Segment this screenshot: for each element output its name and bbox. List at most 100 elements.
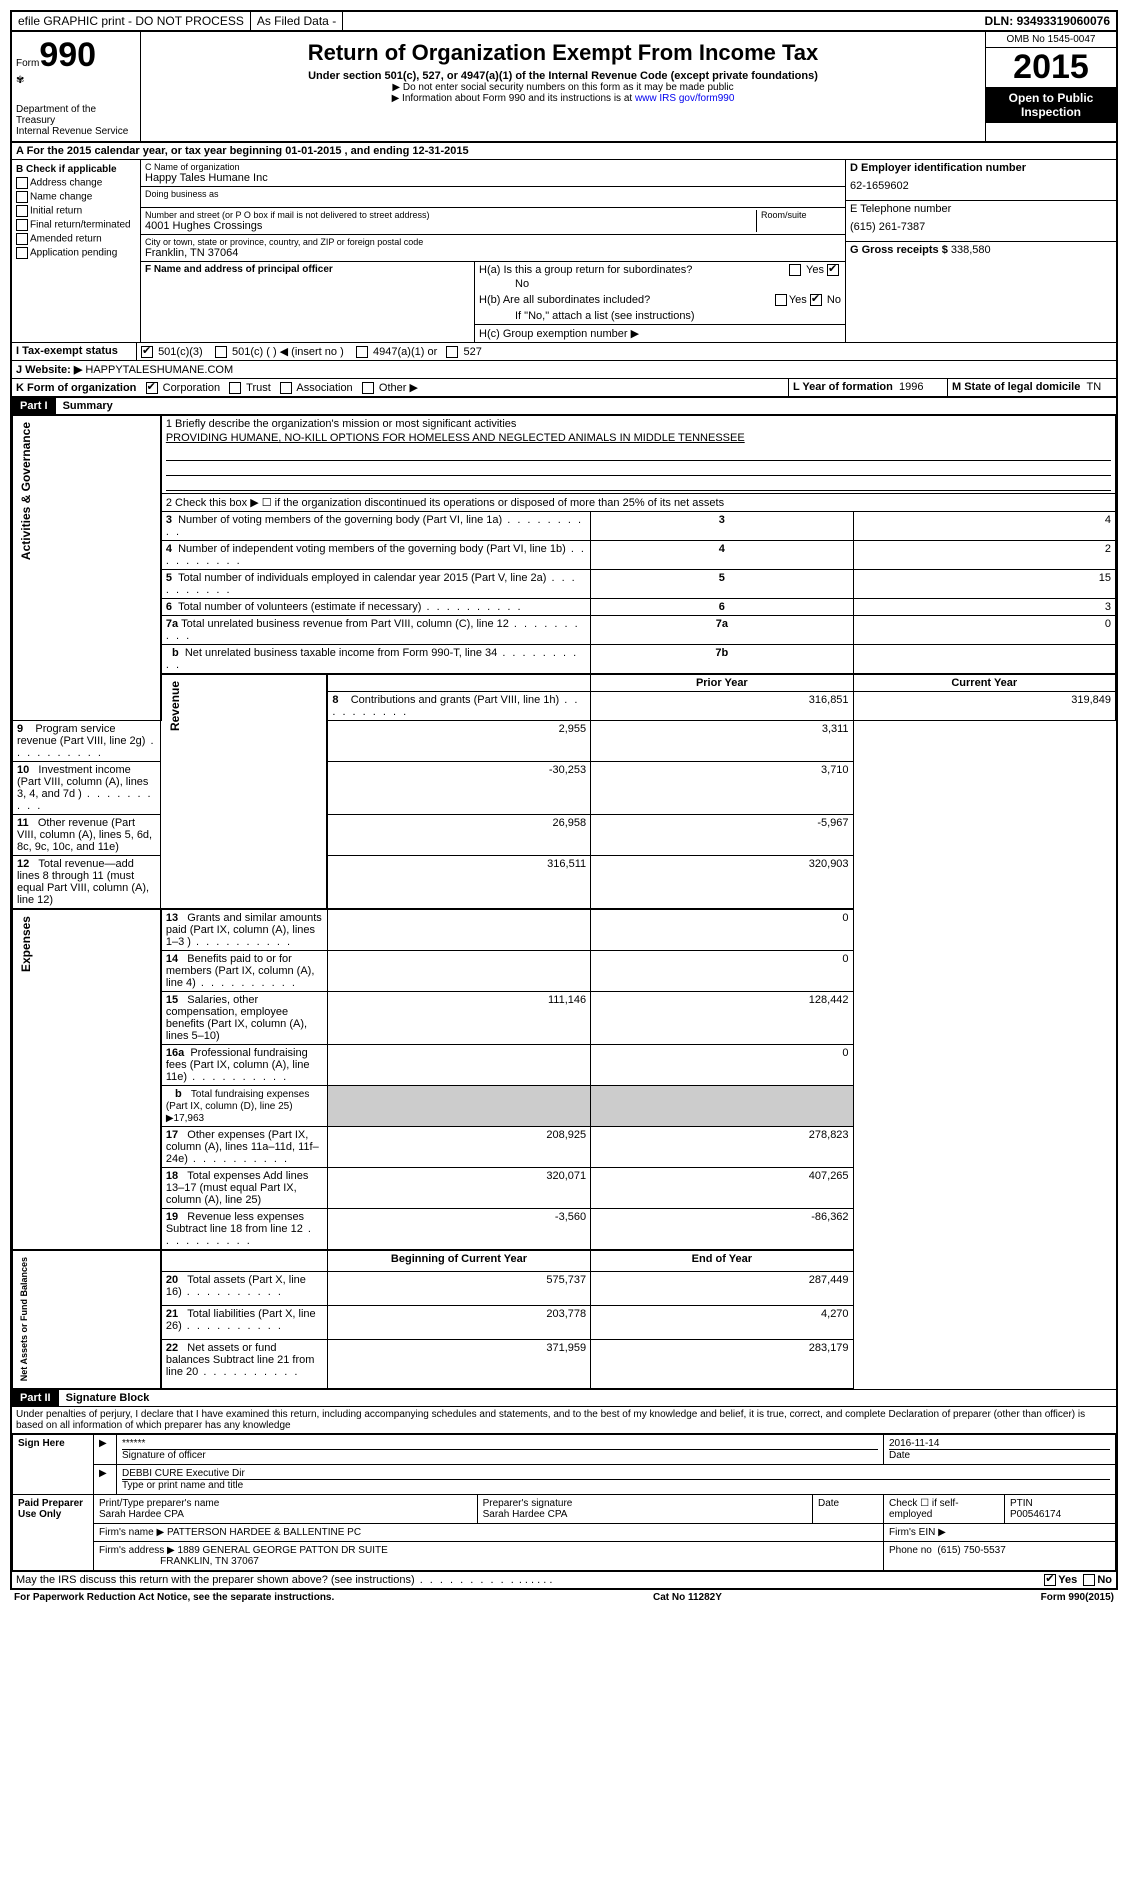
header-title: Return of Organization Exempt From Incom… [141, 32, 985, 141]
website-value: HAPPYTALESHUMANE.COM [85, 364, 233, 376]
officer-row: F Name and address of principal officer [141, 262, 474, 342]
ha-row: H(a) Is this a group return for subordin… [475, 262, 845, 278]
gov-row-4: 4 Number of independent voting members o… [13, 541, 1116, 570]
chk-trust[interactable] [229, 382, 241, 394]
phone-row: E Telephone number (615) 261-7387 [846, 201, 1116, 242]
chk-name-change[interactable]: Name change [16, 191, 136, 203]
top-bar: efile GRAPHIC print - DO NOT PROCESS As … [12, 12, 1116, 32]
exp-row-16b: b Total fundraising expenses (Part IX, c… [13, 1086, 1116, 1127]
section-b: B Check if applicable Address change Nam… [12, 160, 141, 342]
vlabel-expenses: Expenses [17, 912, 35, 976]
section-bcd: B Check if applicable Address change Nam… [12, 160, 1116, 343]
firm-name: PATTERSON HARDEE & BALLENTINE PC [167, 1527, 361, 1538]
vlabel-revenue: Revenue [166, 677, 184, 735]
chk-initial-return[interactable]: Initial return [16, 205, 136, 217]
footer-right: Form 990(2015) [1041, 1592, 1114, 1603]
hc-row: H(c) Group exemption number ▶ [475, 324, 845, 342]
line-i: I Tax-exempt status 501(c)(3) 501(c) ( )… [12, 343, 1116, 361]
part1-header-row: Part I Summary [12, 397, 1116, 415]
year-formation: 1996 [899, 381, 923, 393]
hb-note: If "No," attach a list (see instructions… [475, 308, 845, 324]
exp-row-15: 15 Salaries, other compensation, employe… [13, 992, 1116, 1045]
col-end-year: End of Year [591, 1250, 853, 1271]
efile-notice: efile GRAPHIC print - DO NOT PROCESS [12, 12, 251, 30]
dept-label: Department of the Treasury [16, 104, 136, 126]
signature-placeholder: ****** [122, 1438, 878, 1449]
vlabel-netassets: Net Assets or Fund Balances [17, 1253, 31, 1385]
inspection-notice: Open to Public Inspection [986, 87, 1116, 123]
part1-badge: Part I [12, 398, 56, 414]
irs-label: Internal Revenue Service [16, 126, 136, 137]
line-j: J Website: ▶ HAPPYTALESHUMANE.COM [12, 361, 1116, 379]
vlabel-governance: Activities & Governance [17, 418, 35, 564]
section-deg: D Employer identification number 62-1659… [846, 160, 1116, 342]
firm-address: 1889 GENERAL GEORGE PATTON DR SUITE [178, 1545, 388, 1556]
col-current-year: Current Year [853, 674, 1115, 692]
gov-row-5: 5 Total number of individuals employed i… [13, 570, 1116, 599]
mission-text: PROVIDING HUMANE, NO-KILL OPTIONS FOR HO… [166, 430, 1111, 446]
exp-row-19: 19 Revenue less expenses Subtract line 1… [13, 1209, 1116, 1251]
form-subtitle: Under section 501(c), 527, or 4947(a)(1)… [145, 70, 981, 82]
part2-title: Signature Block [62, 1390, 154, 1406]
preparer-name: Sarah Hardee CPA [99, 1509, 472, 1520]
ssn-note: ▶ Do not enter social security numbers o… [145, 82, 981, 93]
ein-row: D Employer identification number 62-1659… [846, 160, 1116, 201]
exp-row-16a: 16a Professional fundraising fees (Part … [13, 1045, 1116, 1086]
col-prior-year: Prior Year [591, 674, 853, 692]
firm-phone: (615) 750-5537 [937, 1545, 1005, 1556]
section-h: H(a) Is this a group return for subordin… [474, 262, 845, 342]
ptin-value: P00546174 [1010, 1509, 1110, 1520]
chk-association[interactable] [280, 382, 292, 394]
chk-final-return[interactable]: Final return/terminated [16, 219, 136, 231]
line2-checkbox: 2 Check this box ▶ ☐ if the organization… [161, 494, 1116, 512]
chk-corporation[interactable] [146, 382, 158, 394]
city-row: City or town, state or province, country… [141, 235, 845, 262]
part2-badge: Part II [12, 1390, 59, 1406]
phone-value: (615) 261-7387 [850, 215, 1112, 239]
form-title: Return of Organization Exempt From Incom… [145, 40, 981, 66]
self-employed-check[interactable]: Check ☐ if self-employed [884, 1494, 1005, 1523]
exp-row-17: 17 Other expenses (Part IX, column (A), … [13, 1127, 1116, 1168]
gov-row-7a: 7a Total unrelated business revenue from… [13, 616, 1116, 645]
firm-ein: Firm's EIN ▶ [884, 1523, 1116, 1541]
ein-value: 62-1659602 [850, 174, 1112, 198]
as-filed: As Filed Data - [251, 12, 343, 30]
header-right: OMB No 1545-0047 2015 Open to Public Ins… [985, 32, 1116, 141]
net-row-21: 21 Total liabilities (Part X, line 26)20… [13, 1305, 1116, 1339]
sign-here-label: Sign Here [13, 1434, 94, 1494]
city-state-zip: Franklin, TN 37064 [145, 247, 841, 259]
chk-527[interactable] [446, 346, 458, 358]
line-a: A For the 2015 calendar year, or tax yea… [12, 143, 1116, 160]
exp-row-14: 14 Benefits paid to or for members (Part… [13, 951, 1116, 992]
net-row-22: 22 Net assets or fund balances Subtract … [13, 1340, 1116, 1389]
form-container: efile GRAPHIC print - DO NOT PROCESS As … [10, 10, 1118, 1590]
exp-row-18: 18 Total expenses Add lines 13–17 (must … [13, 1168, 1116, 1209]
chk-discuss-no[interactable] [1083, 1574, 1095, 1586]
chk-other[interactable] [362, 382, 374, 394]
signature-table: Sign Here ▶ ****** Signature of officer … [12, 1434, 1116, 1571]
perjury-statement: Under penalties of perjury, I declare th… [12, 1407, 1116, 1434]
chk-4947[interactable] [356, 346, 368, 358]
col-begin-year: Beginning of Current Year [327, 1250, 590, 1271]
chk-amended-return[interactable]: Amended return [16, 233, 136, 245]
gross-row: G Gross receipts $ 338,580 [846, 242, 1116, 262]
footer-left: For Paperwork Reduction Act Notice, see … [14, 1592, 334, 1603]
part2-header-row: Part II Signature Block [12, 1389, 1116, 1407]
footer-cat: Cat No 11282Y [653, 1592, 722, 1603]
paid-preparer-label: Paid Preparer Use Only [13, 1494, 94, 1570]
officer-name: DEBBI CURE Executive Dir [122, 1468, 1110, 1479]
form-header: Form990 ✾ Department of the Treasury Int… [12, 32, 1116, 143]
info-note: ▶ Information about Form 990 and its ins… [145, 93, 981, 104]
section-c: C Name of organization Happy Tales Human… [141, 160, 846, 342]
net-row-20: 20 Total assets (Part X, line 16)575,737… [13, 1271, 1116, 1305]
summary-table: Activities & Governance 1 Briefly descri… [12, 415, 1116, 1388]
chk-address-change[interactable]: Address change [16, 177, 136, 189]
chk-501c3[interactable] [141, 346, 153, 358]
irs-link[interactable]: www IRS gov/form990 [635, 93, 734, 104]
chk-discuss-yes[interactable] [1044, 1574, 1056, 1586]
preparer-signature: Sarah Hardee CPA [483, 1509, 807, 1520]
section-b-label: B Check if applicable [16, 164, 136, 175]
gross-receipts: 338,580 [951, 244, 991, 256]
chk-application-pending[interactable]: Application pending [16, 247, 136, 259]
chk-501c[interactable] [215, 346, 227, 358]
